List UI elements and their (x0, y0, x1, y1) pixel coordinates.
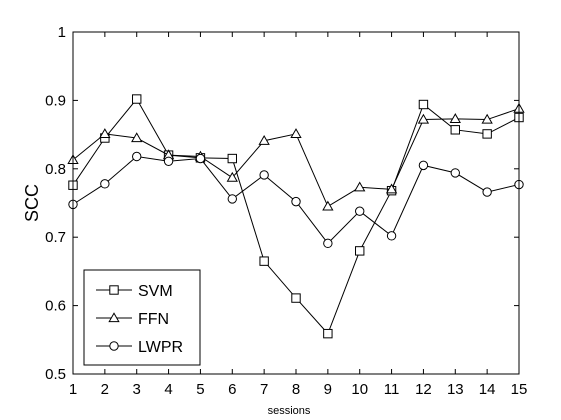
x-tick-label-10: 10 (351, 381, 368, 398)
x-tick-label-15: 15 (511, 381, 528, 398)
y-tick-label-0.9: 0.9 (45, 92, 66, 109)
legend-marker-svm (109, 285, 119, 295)
y-tick-label-1: 1 (58, 24, 66, 41)
point-svm-7 (259, 256, 269, 266)
x-tick-label-12: 12 (415, 381, 432, 398)
x-tick-label-8: 8 (292, 381, 300, 398)
point-ffn-9 (322, 200, 334, 211)
y-tick-label-0.5: 0.5 (45, 366, 66, 383)
x-tick-label-11: 11 (384, 381, 400, 398)
x-tick-label-6: 6 (228, 381, 236, 398)
point-svm-12 (418, 99, 429, 110)
point-svm-14 (482, 129, 492, 139)
point-lwpr-14 (482, 187, 492, 197)
legend-label-ffn: FFN (138, 311, 169, 328)
y-axis-title: SCC (22, 184, 42, 222)
x-tick-label-7: 7 (260, 381, 268, 398)
legend-label-svm: SVM (138, 283, 173, 300)
point-lwpr-7 (259, 170, 269, 180)
point-lwpr-2 (100, 179, 110, 189)
point-lwpr-8 (291, 196, 301, 207)
legend-label-lwpr: LWPR (138, 339, 183, 356)
legend: SVM FFN LWPR (83, 269, 201, 366)
x-tick-label-2: 2 (101, 381, 109, 398)
point-svm-10 (355, 246, 365, 256)
point-lwpr-10 (355, 206, 365, 216)
point-ffn-2 (99, 128, 111, 139)
legend-marker-ffn (108, 312, 120, 323)
x-tick-label-5: 5 (196, 381, 204, 398)
point-ffn-8 (290, 128, 302, 139)
point-svm-9 (323, 328, 333, 339)
x-tick-label-9: 9 (324, 381, 332, 398)
point-ffn-12 (417, 113, 430, 124)
legend-marker-lwpr (109, 341, 119, 351)
point-ffn-10 (354, 181, 366, 192)
y-tick-label-0.8: 0.8 (45, 161, 66, 178)
x-axis-title: sessions (268, 405, 311, 417)
point-ffn-7 (258, 134, 270, 145)
point-ffn-6 (226, 171, 238, 182)
point-lwpr-3 (132, 151, 142, 162)
x-tick-label-1: 1 (69, 381, 77, 398)
x-tick-label-3: 3 (133, 381, 141, 398)
point-svm-13 (450, 125, 460, 135)
point-svm-6 (227, 153, 237, 164)
point-lwpr-12 (418, 160, 429, 171)
point-lwpr-4 (163, 156, 174, 166)
point-svm-3 (132, 94, 142, 104)
point-lwpr-13 (450, 168, 460, 178)
point-lwpr-9 (323, 238, 333, 249)
point-ffn-11 (385, 183, 398, 194)
y-tick-label-0.6: 0.6 (45, 298, 66, 315)
point-ffn-13 (449, 113, 461, 123)
x-tick-label-14: 14 (479, 381, 496, 398)
point-lwpr-11 (386, 231, 397, 241)
point-ffn-14 (481, 113, 493, 124)
x-tick-label-13: 13 (447, 381, 464, 398)
ticks-layer: 1 2 3 4 5 6 7 8 9 10 11 12 13 14 150.50.60.70.80.91 (45, 24, 527, 398)
point-ffn-3 (131, 132, 143, 143)
x-tick-label-4: 4 (164, 381, 172, 398)
point-lwpr-5 (195, 153, 206, 164)
point-lwpr-6 (227, 194, 237, 204)
point-svm-8 (291, 293, 301, 303)
y-tick-label-0.7: 0.7 (45, 229, 66, 246)
